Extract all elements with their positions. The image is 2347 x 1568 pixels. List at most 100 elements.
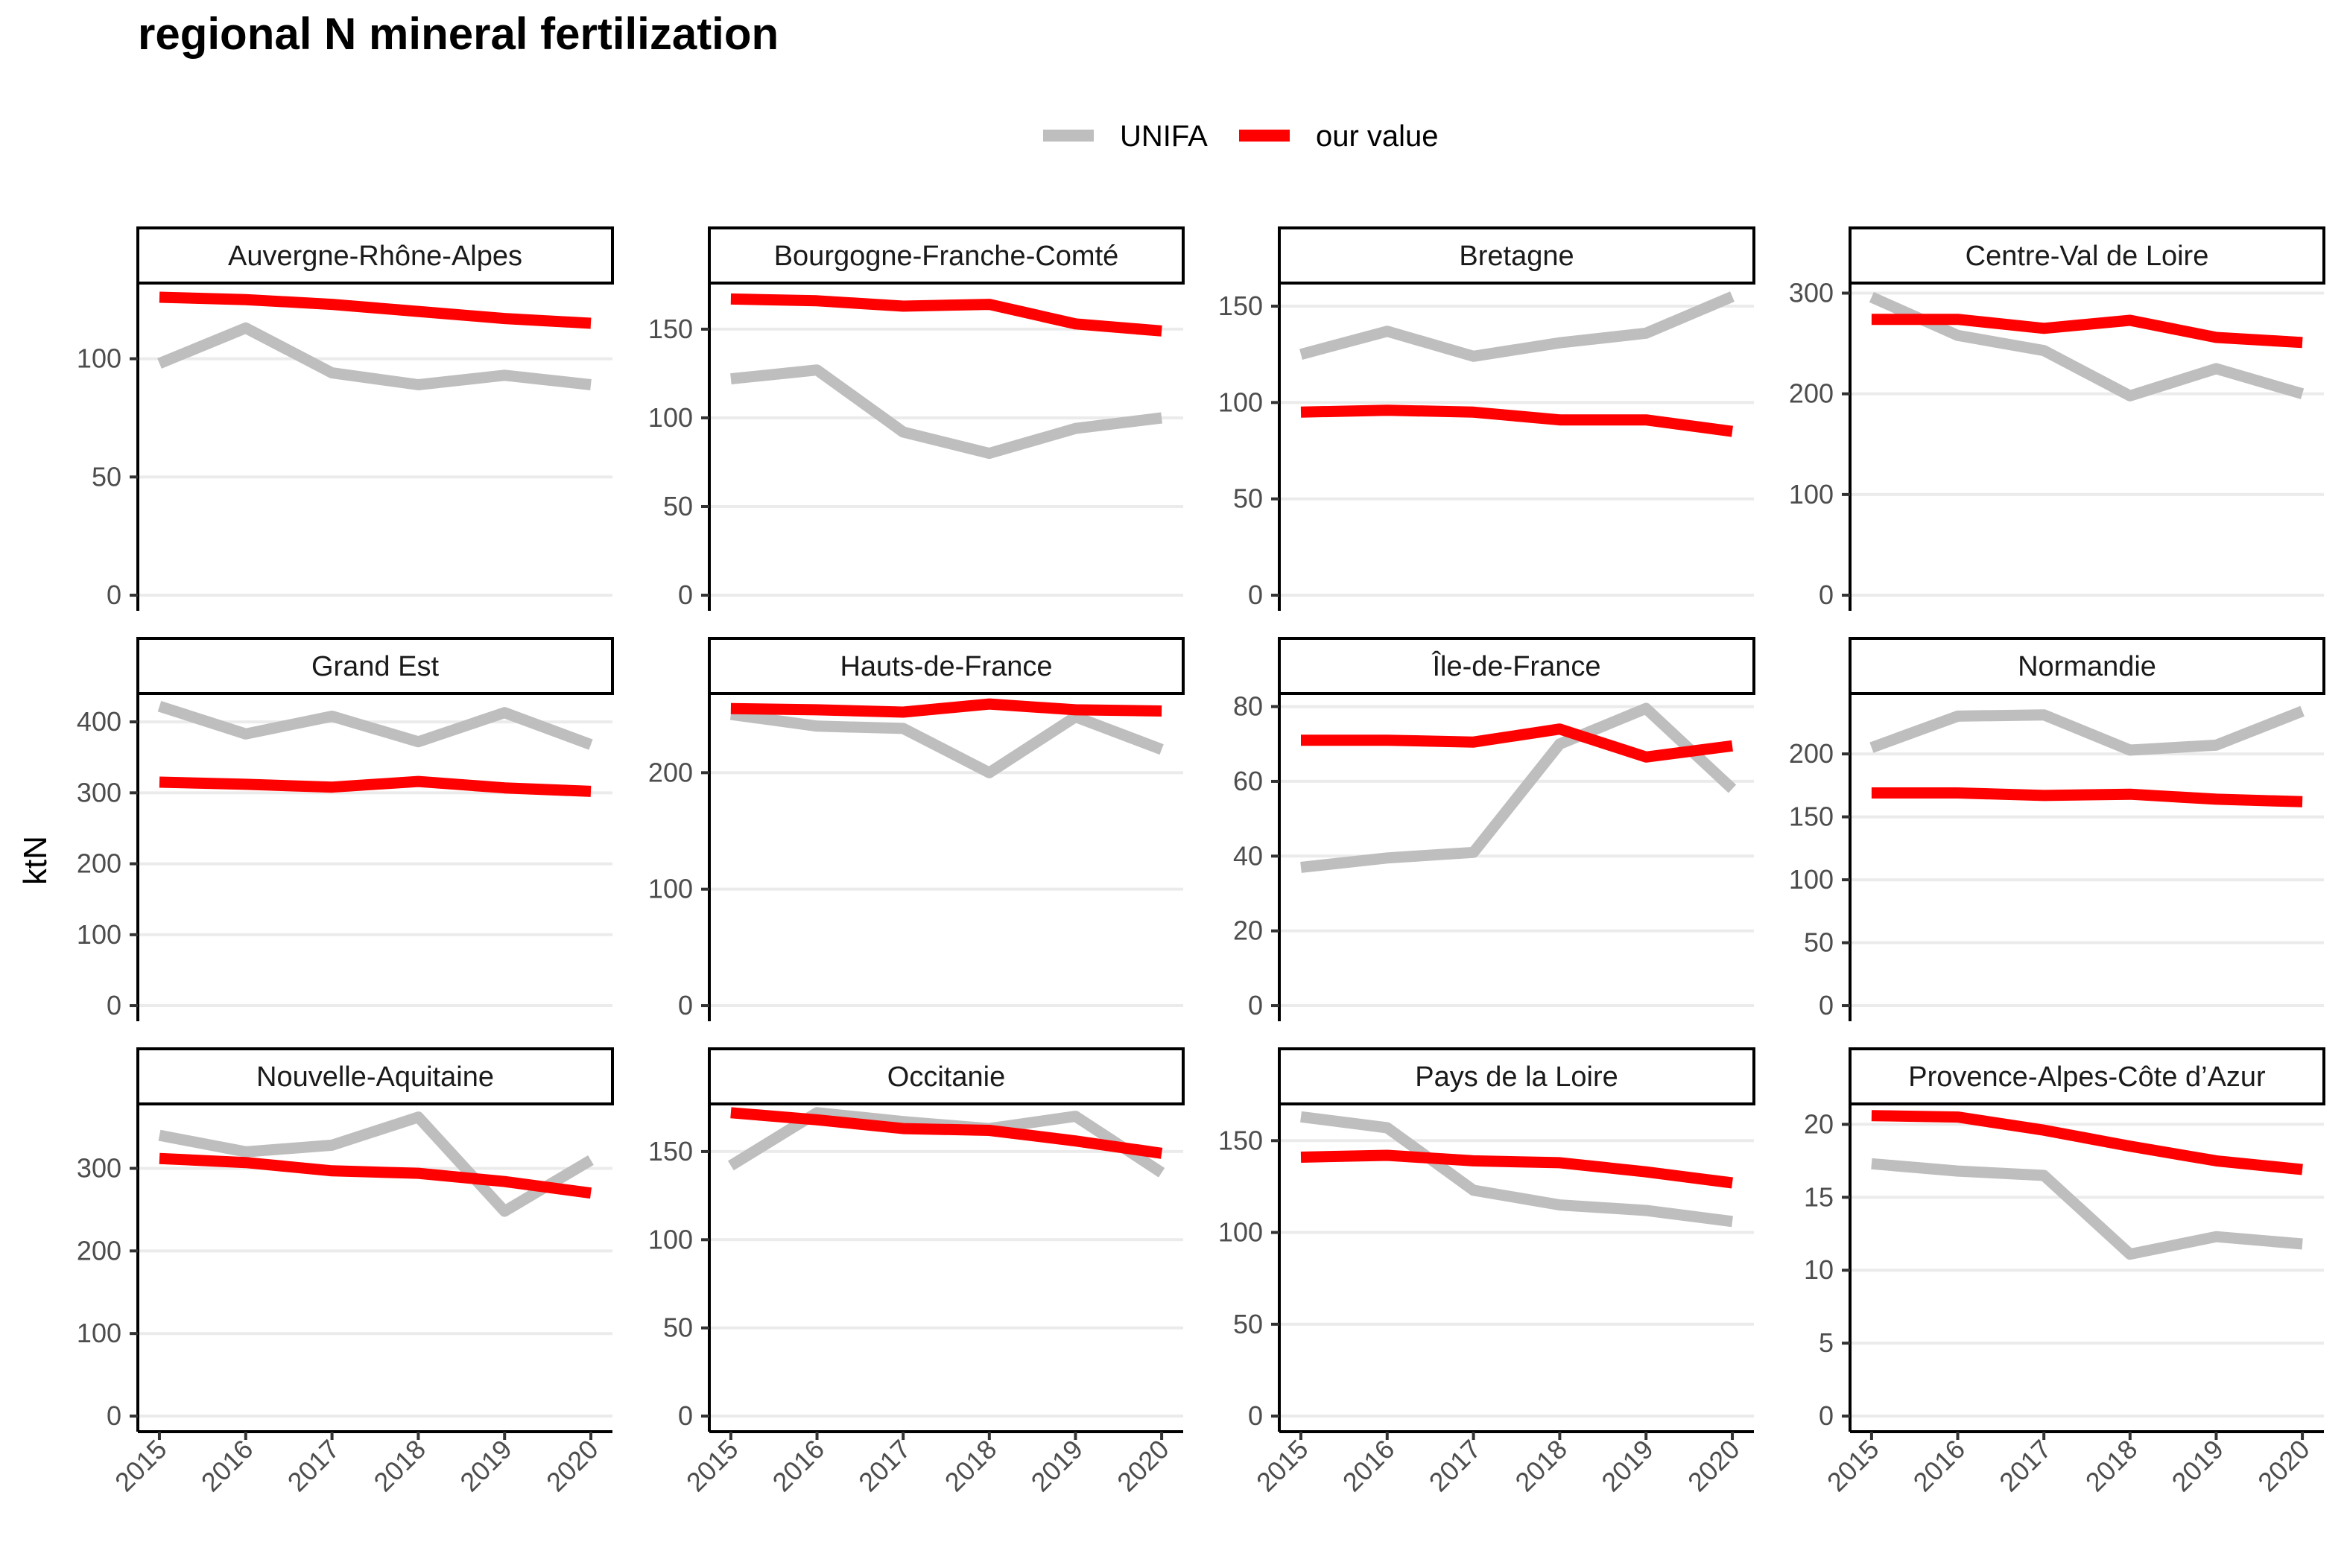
x-tick-label: 2016 (1907, 1434, 1971, 1498)
x-tick-label: 2019 (1595, 1434, 1659, 1498)
y-tick-label: 0 (678, 580, 693, 610)
series-line-unifa (729, 708, 1164, 778)
x-tick-label: 2015 (1250, 1434, 1314, 1498)
y-tick-label: 0 (1248, 990, 1263, 1021)
series-line-our-value (1871, 314, 2303, 349)
y-tick-label: 150 (1218, 1125, 1263, 1155)
series-line-our-value (730, 698, 1162, 718)
y-tick-label: 150 (648, 314, 693, 344)
series-line-our-value (1301, 723, 1733, 763)
x-tick-label: 2018 (367, 1434, 431, 1498)
legend-label-unifa: UNIFA (1120, 120, 1208, 153)
y-tick-label: 10 (1804, 1254, 1834, 1285)
y-tick-label: 0 (1248, 1400, 1263, 1431)
panel-nouvelle-aquitaine: Nouvelle-Aquitaine 0 100 200 300 2015 2016 2017… (77, 1047, 614, 1498)
y-tick-label: 50 (1804, 927, 1834, 958)
x-tick-label: 2018 (939, 1434, 1003, 1498)
x-tick-label: 2020 (540, 1434, 604, 1498)
y-tick-label: 0 (1819, 1400, 1834, 1431)
strip-nouvelle-aquitaine (136, 1047, 614, 1105)
facet-panels: Auvergne-Rhône-Alpes050100Bourgogne-Fran… (77, 226, 2325, 1498)
series-line-unifa (1300, 702, 1737, 873)
y-tick-label: 40 (1233, 840, 1263, 871)
strip-bourgogne-franche-comte (708, 226, 1185, 285)
y-tick-label: 0 (1819, 580, 1834, 610)
series-line-our-value (1871, 1110, 2303, 1175)
y-tick-label: 0 (1248, 580, 1263, 610)
strip-label-bretagne: Bretagne (1459, 241, 1574, 272)
panel-auvergne-rhone-alpes: Auvergne-Rhône-Alpes 0 50 100 (77, 226, 614, 611)
y-tick-label: 100 (648, 1224, 693, 1254)
panel-occitanie: Occitanie 0 50 100 150 2015 2016 2017 2018 2019 20… (648, 1047, 1185, 1498)
y-tick-label: 400 (77, 706, 121, 737)
y-tick-label: 50 (92, 461, 121, 492)
x-tick-label: 2015 (1821, 1434, 1885, 1498)
y-tick-label: 60 (1233, 766, 1263, 796)
strip-label-bourgogne-franche-comte: Bourgogne-Franche-Comté (774, 241, 1119, 272)
x-tick-label: 2020 (2252, 1434, 2316, 1498)
series-line-our-value (730, 1107, 1163, 1159)
strip-grand-est (136, 637, 614, 695)
y-tick-label: 100 (648, 402, 693, 433)
panel-pays-de-la-loire: Pays de la Loire 0 50 100 150 2015 2016 2017 201… (1218, 1047, 1755, 1498)
strip-label-occitanie: Occitanie (887, 1061, 1005, 1093)
series-line-unifa (1299, 291, 1735, 362)
x-tick-label: 2017 (282, 1434, 346, 1498)
strip-hauts-de-france (708, 637, 1185, 695)
y-tick-label: 80 (1233, 691, 1263, 722)
series-line-unifa (1300, 1111, 1733, 1228)
series-line-unifa (157, 700, 593, 750)
strip-label-ile-de-france: Île-de-France (1432, 650, 1601, 682)
x-tick-label: 2017 (1993, 1434, 2057, 1498)
panel-hauts-de-france: Hauts-de-France 0 100 200 (648, 637, 1185, 1021)
chart-title: regional N mineral fertilization (138, 9, 779, 59)
strip-label-centre-val-de-loire: Centre-Val de Loire (1966, 241, 2209, 272)
x-tick-label: 2020 (1682, 1434, 1746, 1498)
legend-label-our-value: our value (1316, 120, 1439, 153)
strip-label-provence-alpes-cote-d-azur: Provence-Alpes-Côte d’Azur (1908, 1061, 2266, 1093)
strip-occitanie (708, 1047, 1185, 1105)
panel-normandie: Normandie 0 50 100 150 200 (1789, 637, 2325, 1021)
series-line-our-value (1871, 787, 2303, 807)
series-line-our-value (159, 775, 592, 797)
x-tick-label: 2015 (680, 1434, 744, 1498)
panel-provence-alpes-cote-d-azur: Provence-Alpes-Côte d’Azur 0 5 10 15 20 2015 20… (1804, 1047, 2325, 1498)
series-line-our-value (159, 291, 592, 329)
y-axis-title: ktN (17, 836, 54, 885)
strip-normandie (1849, 637, 2325, 695)
y-tick-label: 50 (1233, 483, 1263, 514)
y-tick-label: 0 (678, 1400, 693, 1431)
strip-label-auvergne-rhone-alpes: Auvergne-Rhône-Alpes (228, 241, 522, 272)
y-tick-label: 100 (1218, 387, 1263, 417)
y-tick-label: 50 (1233, 1309, 1263, 1339)
legend: UNIFA our value (1043, 120, 1439, 153)
y-tick-label: 300 (1789, 278, 1834, 308)
strip-auvergne-rhone-alpes (136, 226, 614, 285)
x-tick-label: 2019 (454, 1434, 518, 1498)
strip-label-nouvelle-aquitaine: Nouvelle-Aquitaine (256, 1061, 494, 1093)
y-tick-label: 100 (648, 874, 693, 904)
series-line-our-value (730, 293, 1162, 337)
strip-label-pays-de-la-loire: Pays de la Loire (1415, 1061, 1618, 1093)
y-tick-label: 200 (77, 1235, 121, 1266)
x-tick-label: 2018 (1509, 1434, 1573, 1498)
panel-bretagne: Bretagne 0 50 100 150 (1218, 226, 1755, 611)
y-tick-label: 300 (77, 1152, 121, 1183)
strip-provence-alpes-cote-d-azur (1849, 1047, 2325, 1105)
y-tick-label: 200 (1789, 738, 1834, 769)
series-line-our-value (159, 1152, 592, 1199)
x-tick-label: 2020 (1111, 1434, 1175, 1498)
y-tick-label: 200 (648, 757, 693, 787)
x-tick-label: 2018 (2080, 1434, 2144, 1498)
strip-label-normandie: Normandie (2018, 651, 2156, 682)
y-tick-label: 100 (77, 1318, 121, 1348)
strip-bretagne (1278, 226, 1755, 285)
x-tick-label: 2017 (852, 1434, 916, 1498)
x-tick-label: 2016 (767, 1434, 831, 1498)
y-tick-label: 200 (1789, 378, 1834, 409)
panel-ile-de-france: Île-de-France 0 20 40 60 80 (1233, 637, 1755, 1021)
y-tick-label: 300 (77, 777, 121, 807)
y-tick-label: 150 (648, 1136, 693, 1167)
